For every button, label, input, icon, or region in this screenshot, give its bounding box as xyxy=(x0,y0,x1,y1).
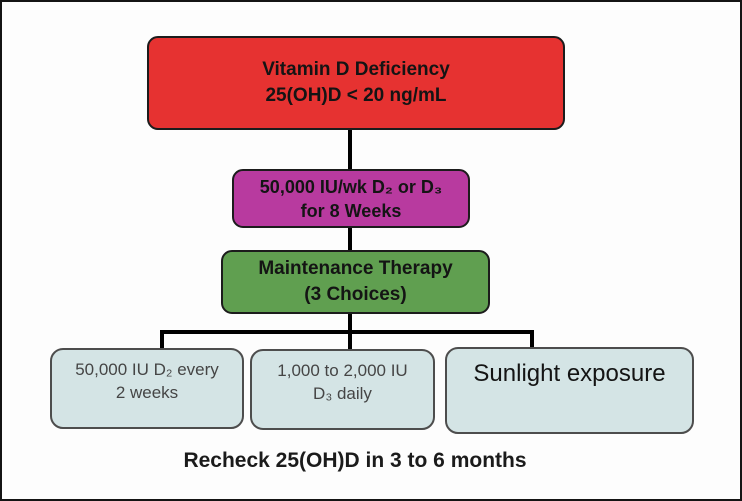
node-option-sunlight-exposure: Sunlight exposure xyxy=(445,347,694,434)
node-option-daily-dose: 1,000 to 2,000 IU D₃ daily xyxy=(250,349,435,430)
option2-line1: 1,000 to 2,000 IU xyxy=(277,361,408,380)
recheck-caption: Recheck 25(OH)D in 3 to 6 months xyxy=(183,449,527,472)
node-maintenance-therapy: Maintenance Therapy (3 Choices) xyxy=(221,250,490,314)
option3-line1: Sunlight exposure xyxy=(473,360,666,387)
node-vitamin-d-deficiency: Vitamin D Deficiency 25(OH)D < 20 ng/mL xyxy=(147,36,565,130)
option2-line2: D₃ daily xyxy=(313,384,372,403)
connector-drop-option2 xyxy=(348,330,352,353)
deficiency-line2: 25(OH)D < 20 ng/mL xyxy=(265,85,447,106)
connector-drop-option3 xyxy=(530,330,534,351)
loading-dose-line2: for 8 Weeks xyxy=(300,200,402,221)
connector-maintenance-stem xyxy=(348,309,352,334)
option1-line2: 2 weeks xyxy=(115,383,179,402)
connector-drop-option1 xyxy=(160,330,164,352)
maintenance-line1: Maintenance Therapy xyxy=(258,258,453,279)
node-option-50000-iu-biweekly: 50,000 IU D₂ every 2 weeks xyxy=(50,348,244,429)
deficiency-line1: Vitamin D Deficiency xyxy=(262,59,450,80)
connector-deficiency-to-loading xyxy=(348,124,352,174)
maintenance-line2: (3 Choices) xyxy=(304,284,407,305)
node-loading-dose: 50,000 IU/wk D₂ or D₃ for 8 Weeks xyxy=(232,169,470,228)
option1-line1: 50,000 IU D₂ every xyxy=(75,360,219,379)
connector-branch-horizontal xyxy=(160,330,534,334)
connector-loading-to-maintenance xyxy=(348,223,352,255)
loading-dose-line1: 50,000 IU/wk D₂ or D₃ xyxy=(259,176,443,197)
